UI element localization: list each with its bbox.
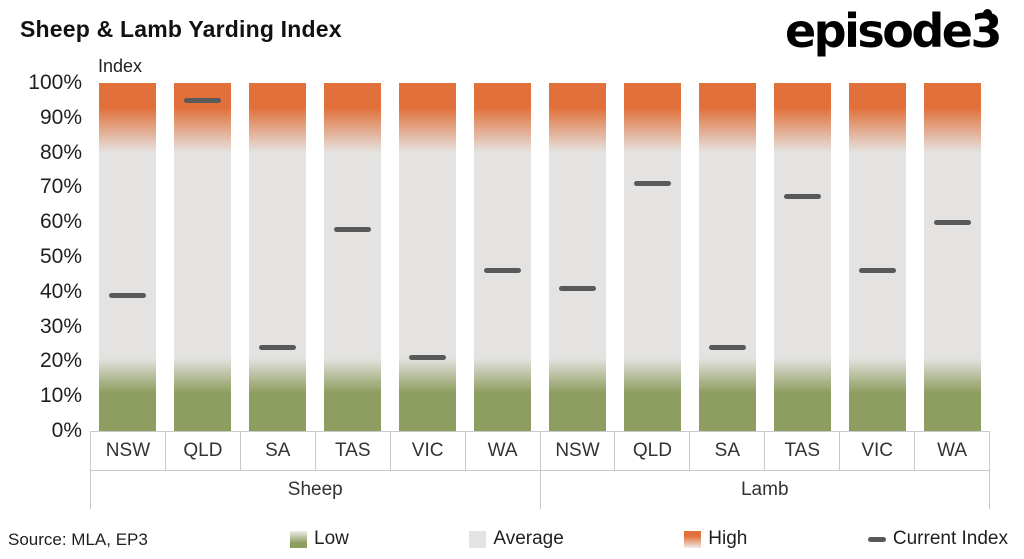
x-axis: NSW QLD SA TAS VIC WA NSW QLD SA TAS VIC WA Sheep Lam… bbox=[90, 431, 991, 509]
current-index-marker-lamb-wa bbox=[933, 219, 972, 225]
band-bar-lamb-nsw bbox=[549, 83, 606, 431]
x-category-lamb-sa: SA bbox=[690, 432, 766, 470]
x-category-lamb-qld: QLD bbox=[615, 432, 691, 470]
current-index-marker-sheep-wa bbox=[483, 268, 522, 274]
legend-item-high: High bbox=[684, 528, 747, 550]
y-tick-label: 80% bbox=[39, 140, 82, 164]
x-group-lamb: Lamb bbox=[541, 471, 990, 509]
bar-slot-sheep-qld bbox=[165, 83, 240, 431]
current-index-marker-lamb-vic bbox=[858, 268, 897, 274]
y-axis: 100% 90% 80% 70% 60% 50% 40% 30% 20% 10% 0% bbox=[0, 71, 82, 442]
bar-slot-lamb-wa bbox=[915, 83, 990, 431]
y-tick-label: 70% bbox=[39, 175, 82, 199]
y-tick-label: 10% bbox=[39, 384, 82, 408]
band-bar-lamb-wa bbox=[924, 83, 981, 431]
band-bar-sheep-sa bbox=[249, 83, 306, 431]
y-tick-label: 0% bbox=[51, 419, 82, 442]
current-index-marker-sheep-nsw bbox=[108, 292, 147, 298]
legend-swatch-low bbox=[290, 530, 307, 548]
x-category-sheep-tas: TAS bbox=[316, 432, 391, 470]
source-note: Source: MLA, EP3 bbox=[8, 530, 148, 549]
band-bar-sheep-qld bbox=[174, 83, 231, 431]
bar-slot-lamb-tas bbox=[765, 83, 840, 431]
page-title: Sheep & Lamb Yarding Index bbox=[20, 16, 342, 42]
band-bar-sheep-nsw bbox=[99, 83, 156, 431]
current-index-marker-lamb-qld bbox=[633, 181, 672, 187]
bar-slot-lamb-sa bbox=[690, 83, 765, 431]
legend-item-low: Low bbox=[290, 528, 349, 550]
band-bar-lamb-tas bbox=[774, 83, 831, 431]
legend-label-low: Low bbox=[314, 528, 349, 549]
band-bar-sheep-tas bbox=[324, 83, 381, 431]
y-tick-label: 40% bbox=[39, 279, 82, 303]
current-index-marker-sheep-sa bbox=[258, 344, 297, 350]
legend-item-average: Average bbox=[469, 528, 564, 550]
bar-slot-sheep-nsw bbox=[90, 83, 165, 431]
current-index-marker-lamb-nsw bbox=[558, 285, 597, 291]
x-category-sheep-qld: QLD bbox=[166, 432, 241, 470]
x-axis-group-row: Sheep Lamb bbox=[90, 470, 990, 509]
x-category-sheep-vic: VIC bbox=[391, 432, 466, 470]
x-category-lamb-wa: WA bbox=[915, 432, 991, 470]
current-index-marker-sheep-qld bbox=[183, 97, 222, 103]
x-category-sheep-nsw: NSW bbox=[90, 432, 166, 470]
episode3-logo: episode3 bbox=[785, 4, 1006, 58]
bar-slot-sheep-wa bbox=[465, 83, 540, 431]
legend-swatch-high bbox=[684, 530, 702, 548]
band-bar-lamb-sa bbox=[699, 83, 756, 431]
current-index-marker-lamb-tas bbox=[783, 193, 822, 199]
y-axis-title: Index bbox=[98, 56, 143, 76]
y-tick-label: 90% bbox=[39, 105, 82, 129]
y-tick-label: 60% bbox=[39, 210, 82, 234]
band-bar-lamb-vic bbox=[849, 83, 906, 431]
legend-swatch-current-index bbox=[867, 536, 886, 542]
y-tick-label: 100% bbox=[28, 71, 82, 94]
logo-text: episode3 bbox=[784, 4, 1003, 58]
x-category-sheep-sa: SA bbox=[241, 432, 316, 470]
y-tick-label: 50% bbox=[39, 245, 82, 268]
bar-slot-lamb-qld bbox=[615, 83, 690, 431]
y-tick-label: 30% bbox=[39, 314, 82, 338]
band-bar-sheep-vic bbox=[399, 83, 456, 431]
bar-slot-lamb-nsw bbox=[540, 83, 615, 431]
legend-item-current-index: Current Index bbox=[867, 528, 1008, 550]
logo-dot bbox=[983, 9, 992, 18]
legend-label-average: Average bbox=[493, 528, 564, 549]
x-group-sheep: Sheep bbox=[90, 471, 541, 509]
bar-slot-sheep-tas bbox=[315, 83, 390, 431]
chart-footer: Source: MLA, EP3 Low Average High Current I… bbox=[0, 522, 1024, 556]
y-tick-label: 20% bbox=[39, 349, 82, 373]
band-bar-sheep-wa bbox=[474, 83, 531, 431]
x-category-lamb-tas: TAS bbox=[765, 432, 841, 470]
band-bar-lamb-qld bbox=[624, 83, 681, 431]
x-category-sheep-wa: WA bbox=[466, 432, 541, 470]
legend-swatch-average bbox=[469, 530, 487, 548]
legend-label-current-index: Current Index bbox=[892, 528, 1008, 549]
x-category-lamb-nsw: NSW bbox=[541, 432, 616, 470]
plot-area bbox=[90, 83, 990, 431]
x-category-lamb-vic: VIC bbox=[840, 432, 916, 470]
bar-slot-sheep-sa bbox=[240, 83, 315, 431]
legend: Low Average High Current Index bbox=[290, 524, 1008, 554]
current-index-marker-lamb-sa bbox=[708, 344, 747, 350]
current-index-marker-sheep-tas bbox=[333, 226, 372, 232]
bar-slot-sheep-vic bbox=[390, 83, 465, 431]
current-index-marker-sheep-vic bbox=[408, 355, 447, 361]
legend-label-high: High bbox=[708, 528, 748, 549]
bar-slot-lamb-vic bbox=[840, 83, 915, 431]
x-axis-category-row: NSW QLD SA TAS VIC WA NSW QLD SA TAS VIC WA bbox=[90, 431, 991, 470]
